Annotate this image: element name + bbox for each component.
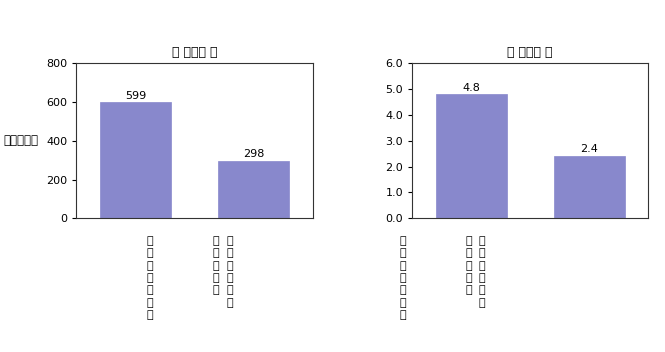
Text: 2.4: 2.4 bbox=[581, 144, 598, 155]
Text: 買
取
価
格
横
ば
い: 買 取 価 格 横 ば い bbox=[399, 236, 406, 320]
Text: 298: 298 bbox=[243, 149, 265, 159]
Text: 買
取
価
格
が: 買 取 価 格 が bbox=[213, 236, 219, 295]
Title: 【 家庭用 】: 【 家庭用 】 bbox=[172, 46, 217, 59]
Text: 制度開始後10年目に再エネ発電割合20％を達成した時の電力料金上昇幅: 制度開始後10年目に再エネ発電割合20％を達成した時の電力料金上昇幅 bbox=[194, 8, 471, 21]
Bar bbox=[100, 102, 171, 218]
Bar bbox=[436, 94, 507, 218]
Text: 買
取
価
格
が: 買 取 価 格 が bbox=[465, 236, 472, 295]
Text: 4.8: 4.8 bbox=[462, 82, 480, 93]
Bar bbox=[218, 161, 289, 218]
Text: 買
取
価
格
横
ば
い: 買 取 価 格 横 ば い bbox=[146, 236, 153, 320]
Title: 【 産業用 】: 【 産業用 】 bbox=[507, 46, 553, 59]
Text: 599: 599 bbox=[125, 91, 146, 101]
Text: （円／月）: （円／月） bbox=[3, 134, 39, 147]
Text: 低
下
半
値
ま
で: 低 下 半 値 ま で bbox=[479, 236, 485, 308]
Bar bbox=[554, 156, 624, 218]
Text: 低
下
半
値
ま
で: 低 下 半 値 ま で bbox=[226, 236, 233, 308]
